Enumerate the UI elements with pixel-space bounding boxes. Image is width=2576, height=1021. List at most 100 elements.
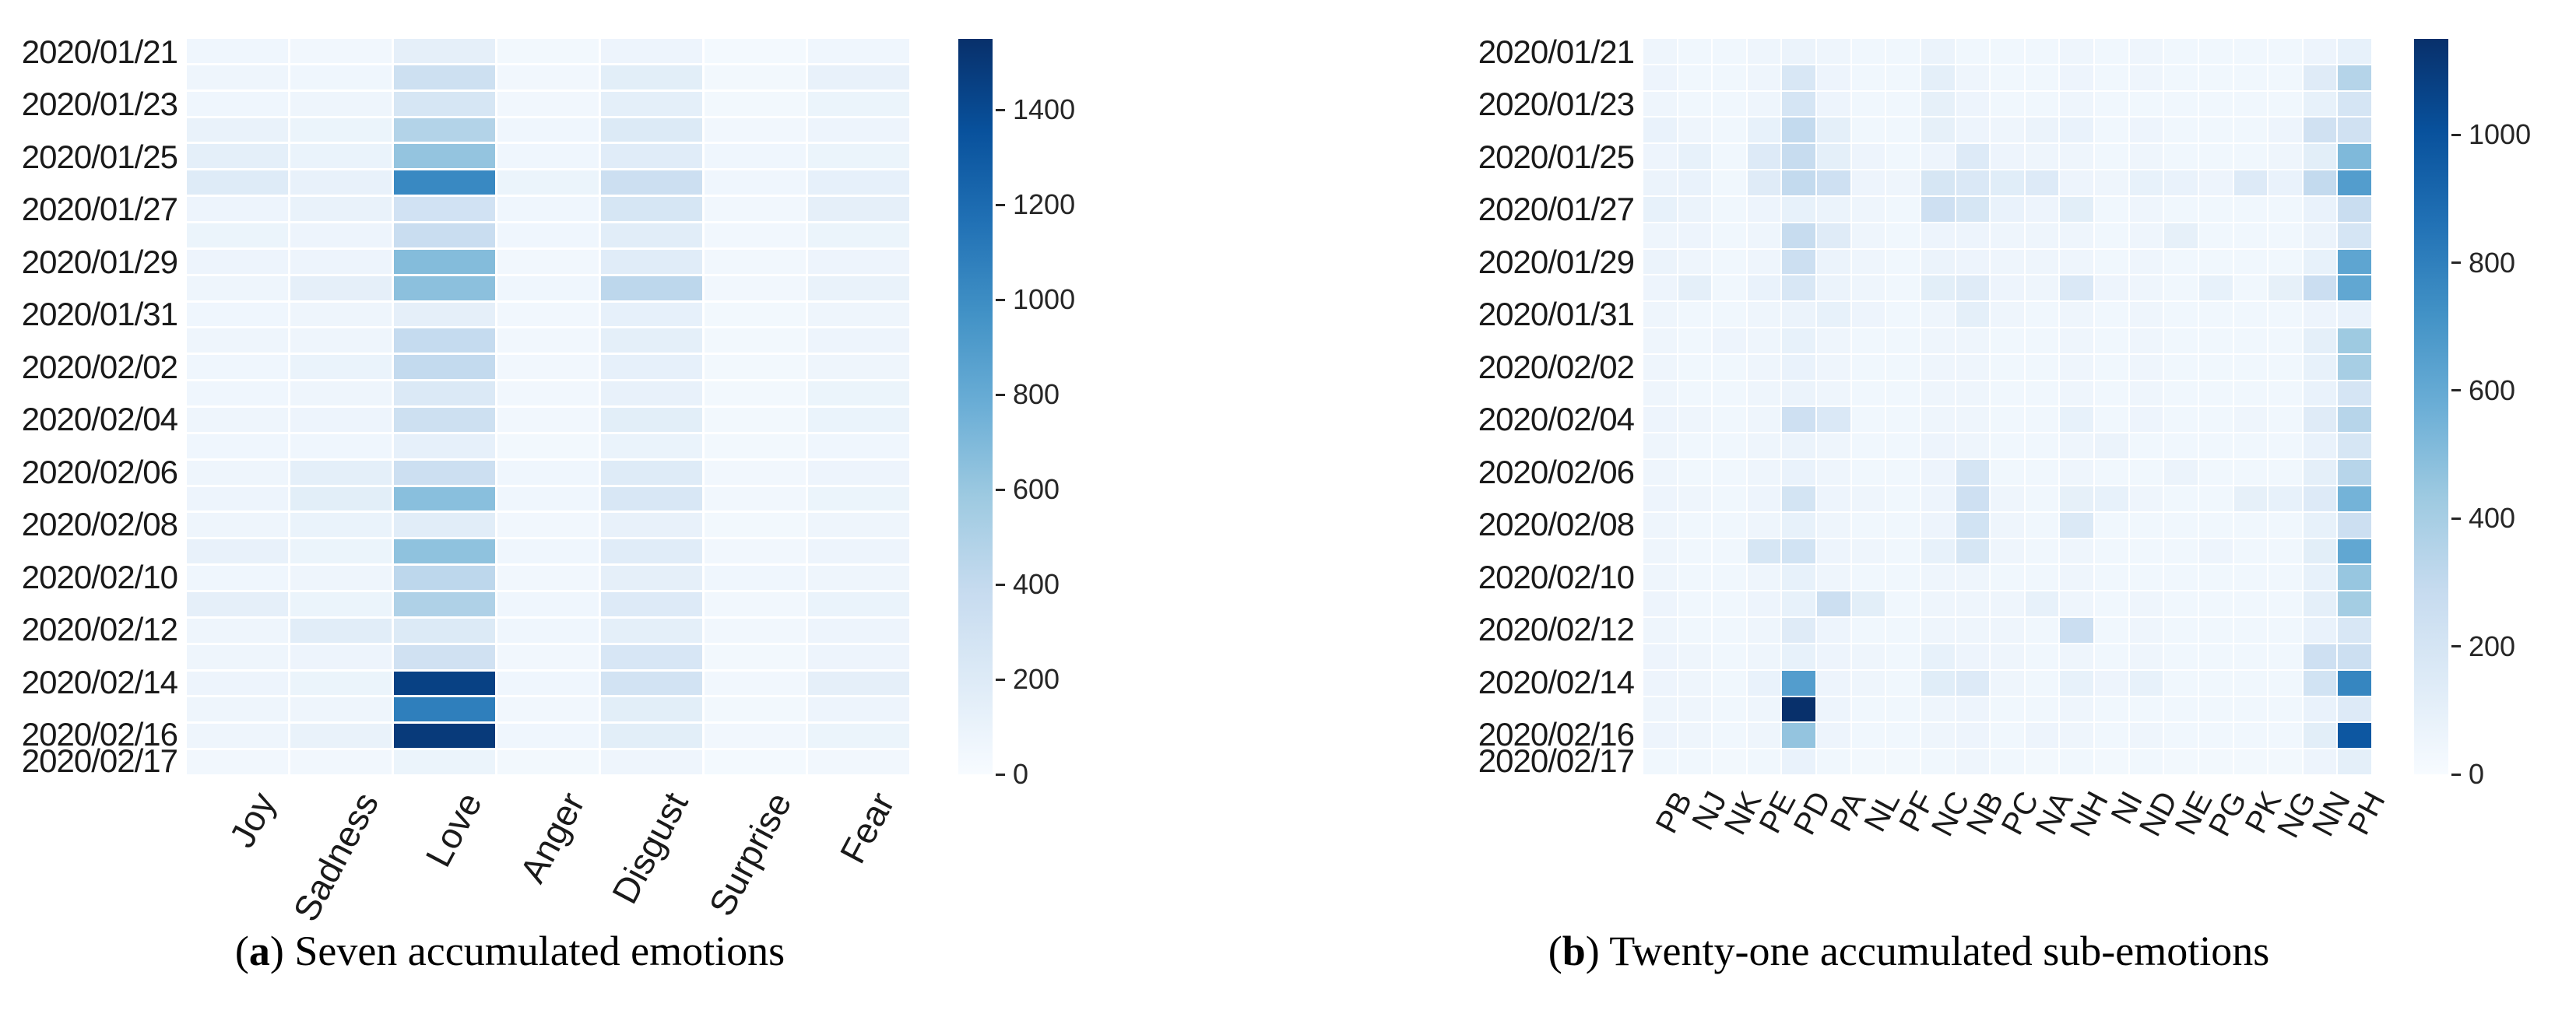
heatmap-cell — [1886, 91, 1920, 117]
heatmap-cell — [2164, 749, 2198, 774]
heatmap-cell — [2129, 302, 2163, 328]
heatmap-cell — [601, 539, 702, 564]
heatmap-cell — [1817, 460, 1850, 485]
heatmap-cell — [2129, 407, 2163, 433]
heatmap-cell — [1886, 696, 1920, 722]
heatmap-cell — [497, 408, 599, 432]
heatmap-cell — [1956, 39, 1990, 64]
colorbar-tick-mark — [996, 678, 1005, 681]
heatmap-cell — [290, 644, 392, 669]
heatmap-cell — [2198, 196, 2233, 222]
heatmap-cell — [1991, 144, 2024, 170]
heatmap-cell — [2338, 565, 2371, 591]
heatmap-cell — [1678, 118, 1712, 143]
heatmap-cell — [1991, 65, 2024, 90]
heatmap-cell — [2060, 723, 2094, 749]
heatmap-cell — [2025, 618, 2059, 643]
heatmap-cell — [1921, 433, 1955, 459]
heatmap-cell — [601, 697, 702, 722]
heatmap-cell — [187, 750, 288, 774]
heatmap-cell — [2129, 39, 2163, 64]
x-tick-label: Love — [416, 785, 490, 874]
heatmap-cell — [1921, 302, 1955, 328]
heatmap-cell — [808, 671, 909, 696]
colorbar-tick-label: 200 — [1013, 663, 1060, 696]
y-tick-label: 2020/02/12 — [21, 611, 178, 648]
caption-paren: ) — [1585, 928, 1610, 974]
heatmap-cell — [2164, 249, 2198, 275]
heatmap-cell — [2338, 644, 2371, 669]
heatmap-cell — [1678, 618, 1712, 643]
heatmap-cell — [2268, 696, 2302, 722]
heatmap-cell — [1713, 39, 1746, 64]
heatmap-cell — [2095, 65, 2128, 90]
heatmap-cell — [1921, 275, 1955, 301]
colorbar-tick-label: 1200 — [1013, 188, 1076, 221]
heatmap-cell — [2198, 433, 2233, 459]
heatmap-cell — [2268, 249, 2302, 275]
heatmap-cell — [2268, 196, 2302, 222]
heatmap-cell — [1991, 354, 2024, 380]
heatmap-cell — [2025, 749, 2059, 774]
heatmap-cell — [1643, 91, 1677, 117]
heatmap-cell — [1643, 433, 1677, 459]
heatmap-cell — [1782, 223, 1816, 248]
heatmap-cell — [1747, 512, 1781, 538]
y-tick-label: 2020/02/12 — [1478, 611, 1635, 648]
heatmap-cell — [1713, 223, 1746, 248]
heatmap-cell — [2338, 39, 2371, 64]
heatmap-cell — [1678, 196, 1712, 222]
heatmap-cell — [1886, 565, 1920, 591]
heatmap-cell — [290, 381, 392, 405]
heatmap-cell — [1956, 354, 1990, 380]
heatmap-cell — [2338, 144, 2371, 170]
heatmap-cell — [705, 91, 806, 116]
heatmap-cell — [187, 118, 288, 142]
heatmap-cell — [2198, 644, 2233, 669]
colorbar-tick-label: 200 — [2469, 630, 2516, 662]
heatmap-cell — [1817, 512, 1850, 538]
heatmap-cell — [2233, 407, 2268, 433]
heatmap-cell — [1886, 354, 1920, 380]
heatmap-cell — [2060, 539, 2094, 564]
heatmap-cell — [808, 249, 909, 274]
heatmap-cell — [2198, 302, 2233, 328]
heatmap-cell — [1921, 223, 1955, 248]
heatmap-cell — [1851, 486, 1885, 511]
heatmap-cell — [1678, 512, 1712, 538]
heatmap-cell — [2025, 118, 2059, 143]
caption-text: Seven accumulated emotions — [294, 928, 785, 974]
heatmap-cell — [601, 724, 702, 749]
heatmap-cell — [2268, 433, 2302, 459]
heatmap-cell — [2025, 39, 2059, 64]
heatmap-cell — [601, 671, 702, 696]
heatmap-cell — [394, 750, 495, 774]
heatmap-cell — [2198, 381, 2233, 406]
heatmap-cell — [1991, 249, 2024, 275]
heatmap-cell — [394, 275, 495, 300]
heatmap-cell — [1782, 618, 1816, 643]
heatmap-cell — [187, 223, 288, 247]
heatmap-cell — [2338, 486, 2371, 511]
heatmap-cell — [2338, 118, 2371, 143]
heatmap-cell — [497, 592, 599, 616]
heatmap-cell — [1956, 723, 1990, 749]
heatmap-cell — [1713, 696, 1746, 722]
heatmap-cell — [2060, 39, 2094, 64]
heatmap-cell — [601, 592, 702, 616]
heatmap-cell — [394, 408, 495, 432]
heatmap-cell — [1817, 433, 1850, 459]
heatmap-cell — [1851, 381, 1885, 406]
heatmap-cell — [808, 223, 909, 247]
heatmap-cell — [1921, 407, 1955, 433]
heatmap-cell — [1747, 196, 1781, 222]
colorbar-tick-mark — [2451, 517, 2461, 520]
heatmap-cell — [2303, 696, 2337, 722]
heatmap-cell — [187, 65, 288, 89]
heatmap-cell — [1817, 670, 1850, 696]
heatmap-cell — [2338, 381, 2371, 406]
heatmap-cell — [2060, 196, 2094, 222]
heatmap-cell — [2303, 91, 2337, 117]
heatmap-cell — [2164, 223, 2198, 248]
heatmap-cell — [394, 249, 495, 274]
